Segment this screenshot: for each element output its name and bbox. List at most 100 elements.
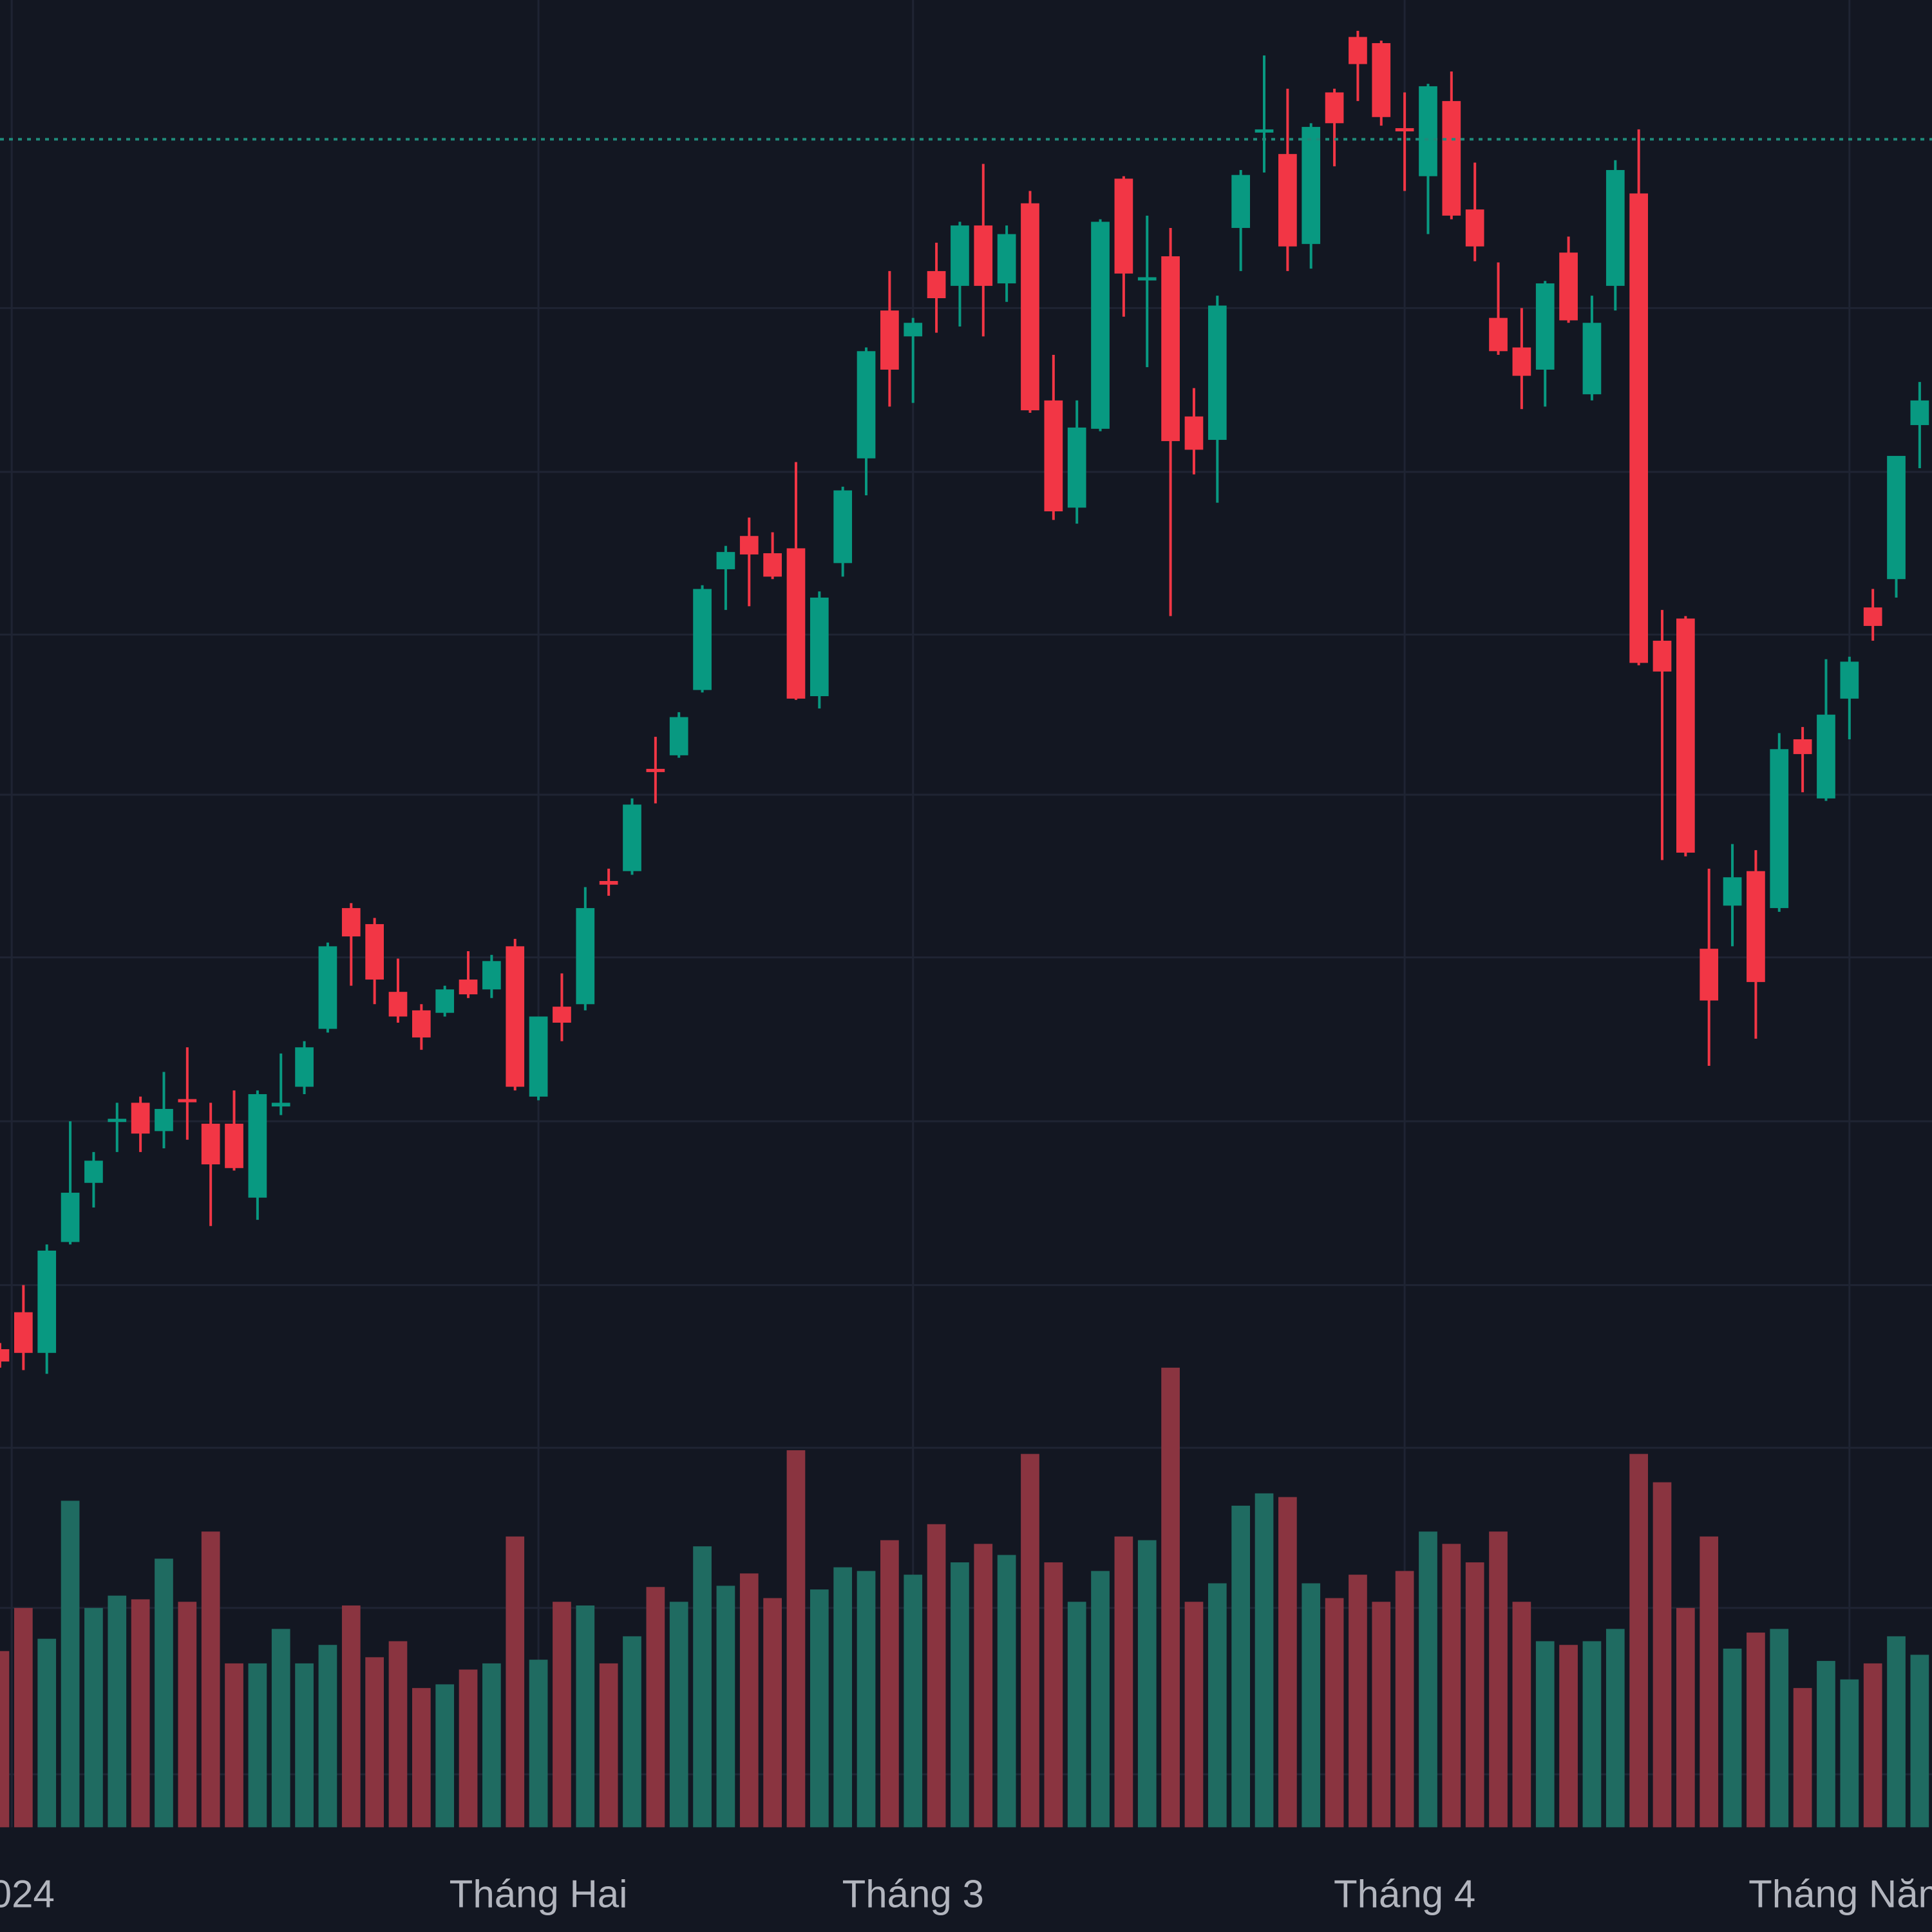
candle-body: [1512, 347, 1531, 376]
candle-body: [14, 1312, 33, 1353]
volume-bar: [646, 1587, 665, 1828]
candle-body: [1208, 305, 1227, 440]
candle: [1302, 123, 1321, 269]
candle-body: [271, 1103, 290, 1107]
candle: [0, 1343, 10, 1368]
candle: [388, 958, 408, 1023]
candle: [1840, 656, 1859, 739]
candle: [1817, 659, 1835, 801]
volume-bar: [1137, 1540, 1157, 1828]
candle-body: [84, 1160, 103, 1183]
volume-bar: [1372, 1602, 1391, 1828]
volume-bar: [108, 1595, 127, 1828]
candle: [1278, 88, 1297, 271]
candle: [1161, 227, 1180, 616]
candle-body: [997, 234, 1016, 284]
volume-bar: [61, 1501, 80, 1828]
candle-body: [553, 1007, 571, 1023]
candle: [1512, 308, 1531, 410]
candle: [225, 1090, 243, 1171]
candle: [1067, 400, 1086, 524]
candle-body: [155, 1108, 173, 1132]
volume-bar: [365, 1657, 384, 1828]
volume-bar: [693, 1546, 712, 1828]
volume-bar: [1349, 1575, 1367, 1828]
candle: [201, 1103, 220, 1226]
candle-body: [1629, 193, 1648, 663]
candle: [1372, 41, 1391, 126]
candle-body: [1278, 154, 1297, 247]
volume-bar: [155, 1558, 173, 1828]
candle-body: [927, 270, 946, 299]
candle-body: [1044, 400, 1063, 512]
volume-bar: [341, 1605, 361, 1828]
candle: [529, 1016, 548, 1101]
candle-body: [1349, 37, 1367, 64]
volume-bar: [1512, 1602, 1531, 1828]
candle: [1887, 455, 1906, 598]
candle-body: [201, 1123, 220, 1165]
candle: [435, 985, 455, 1017]
candle-body: [1419, 86, 1437, 176]
volume-bar: [1817, 1661, 1835, 1828]
x-tick-label: Tháng 3: [842, 1873, 984, 1916]
candle-body: [599, 880, 618, 885]
candle: [857, 347, 876, 496]
candle-body: [1840, 661, 1859, 699]
volume-bars: [0, 1367, 1929, 1828]
candle: [1442, 71, 1461, 220]
candle: [1863, 589, 1882, 641]
candle: [482, 954, 501, 998]
candle-body: [1325, 92, 1344, 124]
volume-bar: [974, 1544, 993, 1828]
candle: [1653, 610, 1672, 860]
volume-bar: [1255, 1493, 1274, 1828]
candle-body: [1582, 323, 1602, 395]
volume-bar: [1067, 1602, 1086, 1828]
volume-bar: [1442, 1544, 1461, 1828]
volume-bar: [248, 1663, 267, 1828]
candle-body: [1442, 100, 1461, 216]
volume-bar: [997, 1555, 1016, 1828]
candle: [318, 942, 337, 1033]
candle: [810, 591, 829, 709]
candle: [178, 1047, 197, 1140]
volume-bar: [1395, 1571, 1414, 1828]
volume-bar: [1091, 1571, 1110, 1828]
x-tick-label: Tháng 4: [1334, 1873, 1475, 1916]
candle-body: [1910, 400, 1929, 426]
volume-bar: [1863, 1663, 1882, 1828]
candle-body: [1676, 618, 1695, 853]
candle-body: [1653, 640, 1672, 672]
candle-body: [318, 946, 337, 1029]
candle: [974, 164, 993, 337]
volume-bar: [1700, 1536, 1719, 1828]
candle-body: [833, 490, 853, 564]
candle: [506, 938, 525, 1091]
candle-body: [248, 1094, 267, 1198]
x-tick-label: Tháng Hai: [450, 1873, 628, 1916]
candle-body: [1255, 129, 1274, 133]
candle-body: [365, 923, 384, 980]
volume-bar: [1184, 1602, 1204, 1828]
candle: [1419, 84, 1437, 234]
candle: [1395, 92, 1414, 191]
candle: [1582, 296, 1602, 401]
candle-body: [904, 323, 923, 337]
volume-bar: [84, 1607, 103, 1828]
candle-body: [37, 1250, 57, 1353]
volume-bar: [1208, 1583, 1227, 1828]
volume-bar: [1887, 1636, 1906, 1828]
candle: [131, 1096, 150, 1152]
candle: [1091, 219, 1110, 431]
candle: [927, 242, 946, 333]
volume-bar: [786, 1450, 806, 1828]
candle-body: [1067, 427, 1086, 508]
candle: [1489, 262, 1508, 355]
volume-bar: [412, 1688, 431, 1828]
candle-body: [1863, 607, 1882, 626]
candle: [1605, 160, 1625, 311]
candle: [1325, 88, 1344, 167]
volume-bar: [1840, 1679, 1859, 1828]
